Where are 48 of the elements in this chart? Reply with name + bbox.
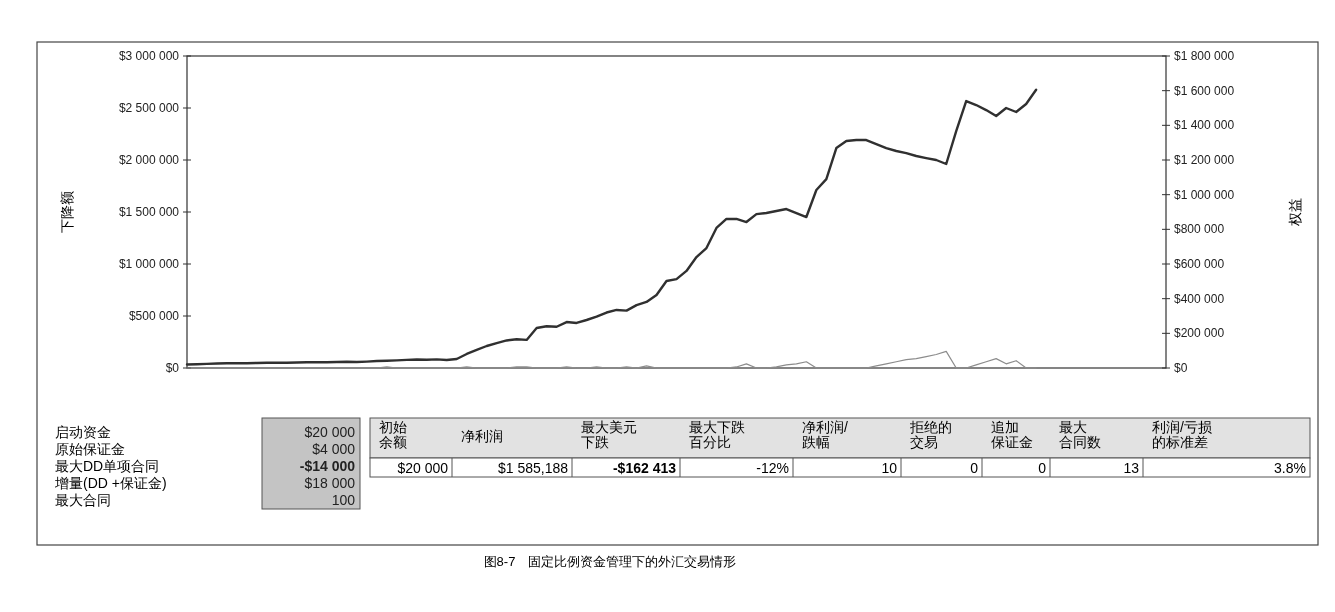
text: $18 000 xyxy=(304,475,356,491)
y-tick-label: $1 000 000 xyxy=(118,257,180,271)
y2-tick-label: $200 000 xyxy=(1174,326,1225,341)
y2-tick-label: $1 800 000 xyxy=(1174,49,1235,63)
text: 拒绝的交易 xyxy=(909,419,952,450)
text: 最大合同 xyxy=(55,492,111,508)
y2-axis-title: 权益 xyxy=(1287,198,1303,227)
caption: 图8-7 固定比例资金管理下的外汇交易情形 xyxy=(483,554,737,569)
text: 13 xyxy=(1123,460,1140,476)
text: 启动资金 xyxy=(55,424,111,440)
text: $20 000 xyxy=(397,460,449,476)
y-tick-label: $1 500 000 xyxy=(118,205,180,219)
text: 0 xyxy=(1038,460,1047,476)
text: 净利润 xyxy=(461,428,503,444)
text: 增量(DD +保证金) xyxy=(54,475,167,491)
y2-tick-label: $1 000 000 xyxy=(1174,187,1235,202)
text: 3.8% xyxy=(1274,460,1306,476)
text: $4 000 xyxy=(312,441,356,457)
text: 最大下跌百分比 xyxy=(689,419,745,450)
text: $20 000 xyxy=(304,424,356,440)
y2-tick-label: $0 xyxy=(1174,361,1188,375)
y-tick-label: $2 000 000 xyxy=(118,153,180,167)
text: 追加保证金 xyxy=(991,419,1033,450)
text: 净利润/跌幅 xyxy=(802,419,848,450)
text: 最大DD单项合同 xyxy=(55,458,160,474)
text: 原始保证金 xyxy=(55,441,125,457)
y2-tick-label: $600 000 xyxy=(1174,257,1225,271)
text: -$14 000 xyxy=(299,458,356,474)
text: 10 xyxy=(881,460,898,476)
y2-tick-label: $1 400 000 xyxy=(1174,118,1235,133)
text: $1 585,188 xyxy=(497,460,569,476)
y-tick-label: $500 000 xyxy=(128,309,180,323)
y-tick-label: $3 000 000 xyxy=(118,49,180,63)
text: 0 xyxy=(970,460,979,476)
y2-tick-label: $800 000 xyxy=(1174,222,1225,237)
text: 最大合同数 xyxy=(1059,419,1101,450)
text: -$162 413 xyxy=(612,460,677,476)
text: 利润/亏损的标准差 xyxy=(1152,419,1212,450)
y2-tick-label: $1 200 000 xyxy=(1174,153,1235,167)
y-tick-label: $2 500 000 xyxy=(118,101,180,115)
y-tick-label: $0 xyxy=(165,361,180,375)
text: -12% xyxy=(756,460,789,476)
text: 最大美元下跌 xyxy=(581,419,637,450)
y2-tick-label: $400 000 xyxy=(1174,291,1225,306)
y2-tick-label: $1 600 000 xyxy=(1174,83,1235,98)
text: 100 xyxy=(331,492,356,508)
text: 初始余额 xyxy=(379,419,407,450)
y-axis-title: 下降额 xyxy=(59,191,75,233)
